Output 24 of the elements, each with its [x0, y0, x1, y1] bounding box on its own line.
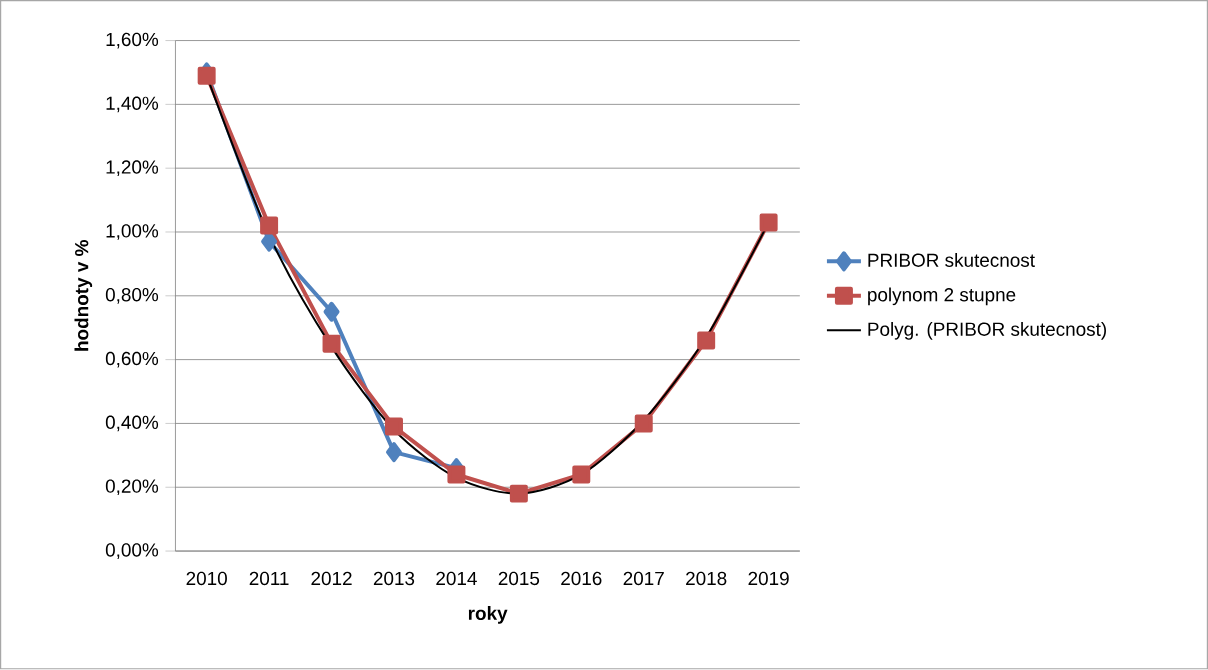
legend-label: PRIBOR skutecnost — [868, 253, 1035, 268]
y-tick-label: 0,80% — [105, 288, 159, 304]
y-tick-label: 0,40% — [105, 415, 159, 432]
x-tick-label: 2012 — [311, 571, 352, 586]
x-tick-label: 2011 — [249, 571, 289, 586]
x-tick-label: 2017 — [623, 571, 664, 586]
y-tick-label: 0,60% — [105, 352, 159, 368]
y-tick-label: 1,40% — [106, 96, 159, 113]
x-tick-label: 2013 — [373, 571, 415, 586]
y-tick-label: 1,20% — [106, 160, 159, 177]
x-tick-label: 2015 — [498, 571, 540, 586]
y-axis-title: hodnoty v % — [74, 240, 93, 351]
x-axis-title: roky — [468, 606, 508, 624]
y-tick-label: 1,00% — [106, 224, 159, 241]
legend-label: Polyg. (PRIBOR skutecnost) — [868, 322, 1106, 340]
x-tick-label: 2014 — [436, 571, 477, 586]
x-tick-label: 2019 — [748, 571, 789, 586]
x-tick-label: 2010 — [186, 571, 227, 586]
y-tick-label: 0,20% — [105, 479, 159, 496]
y-tick-label: 0,00% — [105, 543, 159, 560]
legend-label: polynom 2 stupne — [868, 287, 1016, 306]
x-tick-label: 2016 — [561, 571, 602, 586]
y-tick-label: 1,60% — [106, 32, 159, 49]
x-tick-label: 2018 — [686, 571, 727, 586]
